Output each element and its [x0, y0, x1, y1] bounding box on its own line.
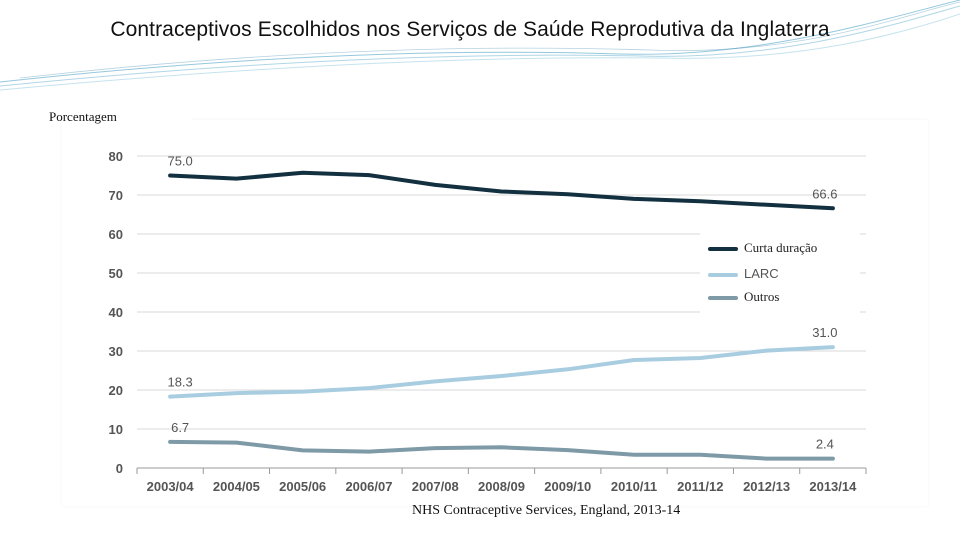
x-tick-label: 2013/14	[809, 479, 857, 494]
legend-label-larc: LARC	[744, 266, 779, 281]
y-tick-label: 70	[109, 188, 123, 203]
legend-swatch-larc	[708, 273, 738, 277]
data-label: 66.6	[812, 186, 837, 201]
series-line-1	[168, 345, 835, 399]
x-tick-label: 2003/04	[147, 479, 195, 494]
x-tick-label: 2011/12	[677, 479, 723, 494]
data-label: 6.7	[171, 420, 189, 435]
data-label: 31.0	[812, 325, 837, 340]
x-tick-label: 2012/13	[743, 479, 790, 494]
y-tick-label: 30	[109, 344, 123, 359]
data-label: 18.3	[167, 375, 192, 390]
x-tick-label: 2007/08	[412, 479, 459, 494]
legend-swatch-curta	[708, 247, 738, 251]
x-tick-label: 2006/07	[345, 479, 392, 494]
data-label: 2.4	[816, 437, 834, 452]
y-tick-label: 50	[109, 266, 123, 281]
data-label: 75.0	[167, 154, 192, 169]
source-note: NHS Contraceptive Services, England, 201…	[412, 503, 681, 518]
legend-label-outros: Outros	[744, 289, 780, 304]
y-axis-caption: Porcentagem	[49, 109, 117, 124]
x-tick-label: 2008/09	[478, 479, 525, 494]
x-tick-label: 2005/06	[279, 479, 326, 494]
y-tick-label: 20	[109, 383, 123, 398]
slide-title: Contraceptivos Escolhidos nos Serviços d…	[110, 18, 830, 41]
legend: Curta duração LARC Outros	[700, 230, 860, 318]
y-tick-label: 60	[109, 227, 123, 242]
series-line-0	[168, 170, 835, 211]
y-tick-label: 80	[109, 149, 123, 164]
y-tick-label: 0	[116, 461, 123, 476]
y-axis-caption-box: Porcentagem	[46, 103, 192, 124]
y-tick-label: 40	[109, 305, 123, 320]
legend-swatch-outros	[708, 296, 738, 300]
y-tick-label: 10	[109, 422, 123, 437]
x-tick-label: 2004/05	[213, 479, 260, 494]
decorative-swoosh-lines	[0, 0, 960, 91]
chart-panel: 0 10 20 30 40 50 60 70 80 2003/04 2004/05 2005/06 20…	[62, 120, 928, 506]
series-line-2	[168, 439, 835, 461]
x-tick-label: 2009/10	[544, 479, 591, 494]
x-tick-label: 2010/11	[611, 479, 657, 494]
legend-label-curta: Curta duração	[744, 240, 818, 255]
